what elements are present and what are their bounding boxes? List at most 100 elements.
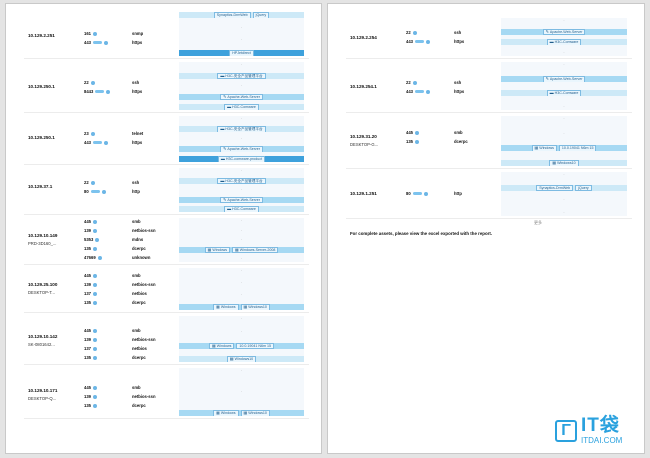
fingerprint-tag[interactable]: ✎Apache-Web-Server: [220, 146, 263, 152]
fingerprint-panel: - ✎Apache-Web-Server ▬H3C-Comware -: [501, 18, 627, 56]
empty-slot: -: [563, 197, 565, 202]
product-icon: ▦: [216, 304, 220, 309]
tag-label: Apache-Web-Server: [227, 147, 260, 151]
port-value: 445: [406, 130, 413, 135]
tag-label: H3C-安全产品管理平台: [225, 73, 263, 78]
fingerprint-band: ▦Windows 10.0.19041 N6m 15: [179, 342, 304, 349]
ip-address: 10.129.10.149: [28, 233, 58, 238]
info-dot-icon: [93, 355, 97, 360]
fingerprint-tag[interactable]: ✎Apache-Web-Server: [542, 28, 586, 35]
fingerprint-tag[interactable]: ▦Windows: [209, 342, 235, 349]
port-value: 135: [84, 355, 91, 360]
info-dot-icon: [95, 237, 100, 242]
service-name: https: [454, 89, 465, 94]
product-icon: ▬: [220, 72, 225, 78]
fingerprint-tag[interactable]: ▬H3C-安全产品管理平台: [217, 126, 266, 132]
tag-label: Apache-Web-Server: [549, 29, 583, 34]
asset-row: 10.129.31.20 DESKTOP-G... 445 smb 135 dcerpc -…: [346, 114, 632, 169]
empty-slot: -: [563, 210, 565, 214]
service-name: dcerpc: [454, 139, 468, 144]
empty-slot: -: [240, 329, 243, 334]
fingerprint-tag[interactable]: ▦Windows10: [226, 356, 257, 362]
fingerprint-tag[interactable]: HPJetdirect: [229, 50, 254, 56]
port-number: 443: [406, 39, 430, 44]
port-value: 22: [84, 180, 89, 185]
fingerprint-tag[interactable]: ▬H3C-安全产品管理平台: [217, 72, 266, 79]
fingerprint-tag[interactable]: ▬H3C-Comware: [546, 90, 582, 96]
site-watermark: Γ IT袋 ITDAI.COM: [555, 416, 622, 445]
fingerprint-tag[interactable]: 10.0.19041 N6m 15: [236, 342, 274, 349]
asset-row: 10.129.254.1 22 ssh 443 https - ✎Apache-Web-Se…: [346, 60, 632, 113]
port-number: 23: [84, 131, 95, 136]
port-value: 135: [84, 300, 91, 305]
port-value: 445: [84, 219, 91, 224]
fingerprint-tag[interactable]: ▬H3C-Comware: [224, 104, 259, 110]
fingerprint-tag[interactable]: ▦Windows: [213, 304, 239, 310]
fingerprint-tag[interactable]: ▦Windows10: [240, 410, 270, 416]
fingerprint-tag[interactable]: ▬H3C-comware-product: [217, 156, 266, 162]
port-value: 80: [406, 191, 411, 196]
port-number: 8443: [84, 89, 111, 94]
service-name: netbios-ssn: [132, 228, 156, 233]
port-number: 139: [84, 282, 97, 287]
info-dot-icon: [101, 189, 106, 194]
port-number: 137: [84, 291, 97, 296]
fingerprint-band: ▦Windows ▦Windows10: [179, 410, 304, 416]
fingerprint-tag[interactable]: ▦Windows10: [549, 160, 579, 166]
fingerprint-tag[interactable]: ▦Windows-Server-2008: [232, 246, 279, 253]
fingerprint-tag[interactable]: Synaptics-DrmWeb: [213, 12, 251, 18]
tag-label: Apache-Web-Server: [227, 94, 260, 99]
tag-label: H3C-Comware: [554, 40, 579, 45]
fingerprint-tag[interactable]: ▬H3C-Comware: [546, 39, 582, 46]
service-name: https: [132, 140, 143, 145]
fingerprint-band: ▬H3C-Comware: [501, 39, 627, 46]
info-dot-icon: [93, 291, 97, 296]
empty-slot: -: [240, 116, 243, 120]
tag-label: H3C-comware-product: [225, 157, 263, 161]
port-value: 135: [84, 246, 91, 251]
ip-address: 10.129.2.254: [350, 35, 377, 40]
info-dot-icon: [426, 39, 430, 44]
tag-label: HPJetdirect: [232, 51, 251, 55]
tag-label: jQuery: [578, 185, 589, 190]
fingerprint-tag[interactable]: ✎Apache-Web-Server: [220, 93, 263, 100]
empty-slot: -: [240, 187, 243, 191]
service-name: unknown: [132, 255, 151, 260]
fingerprint-tag[interactable]: 10.0.19041 N6m 15: [558, 145, 597, 152]
tag-label: Windows10: [234, 357, 254, 361]
fingerprint-tag[interactable]: ✎Apache-Web-Server: [220, 196, 263, 203]
service-name: netbios-ssn: [132, 282, 156, 287]
fingerprint-tag[interactable]: jQuery: [252, 12, 270, 18]
fingerprint-tag[interactable]: ▬H3C-Comware: [224, 206, 259, 212]
tag-label: H3C-Comware: [554, 91, 579, 95]
info-dot-icon: [415, 130, 419, 135]
info-dot-icon: [97, 255, 102, 260]
port-number: 161: [84, 31, 97, 36]
fingerprint-tag[interactable]: ▬H3C-安全产品管理平台: [217, 177, 266, 184]
product-icon: ▦: [229, 356, 234, 361]
fingerprint-tag[interactable]: Synaptics-DrmWeb: [536, 184, 574, 191]
info-dot-icon: [93, 403, 97, 408]
port-value: 22: [84, 80, 89, 85]
tag-label: Synaptics-DrmWeb: [216, 13, 248, 17]
product-icon: ▬: [549, 39, 554, 45]
fingerprint-tag[interactable]: jQuery: [575, 184, 592, 191]
product-icon: ▦: [216, 410, 220, 415]
fingerprint-tag[interactable]: ▦Windows10: [240, 304, 270, 310]
service-name: smb: [454, 130, 463, 135]
port-value: 445: [84, 328, 91, 333]
port-value: 139: [84, 394, 91, 399]
fingerprint-tag[interactable]: ▦Windows: [213, 410, 239, 416]
tag-label: 10.0.19041 N6m 15: [239, 343, 271, 348]
asset-row: 10.129.25.100 DESKTOP-T... 445 smb 139 netbio…: [24, 266, 309, 313]
port-number: 445: [84, 273, 97, 278]
fingerprint-band: Synaptics-DrmWeb jQuery: [179, 12, 304, 18]
info-dot-icon: [90, 131, 95, 136]
fingerprint-tag[interactable]: ▦Windows: [531, 145, 557, 152]
port-value: 5353: [84, 237, 94, 242]
fingerprint-tag[interactable]: ▦Windows: [204, 246, 231, 253]
fingerprint-band: ▬H3C-Comware: [501, 90, 627, 96]
product-icon: ▦: [207, 246, 212, 252]
fingerprint-tag[interactable]: ✎Apache-Web-Server: [542, 76, 586, 82]
empty-slot: -: [240, 168, 243, 172]
